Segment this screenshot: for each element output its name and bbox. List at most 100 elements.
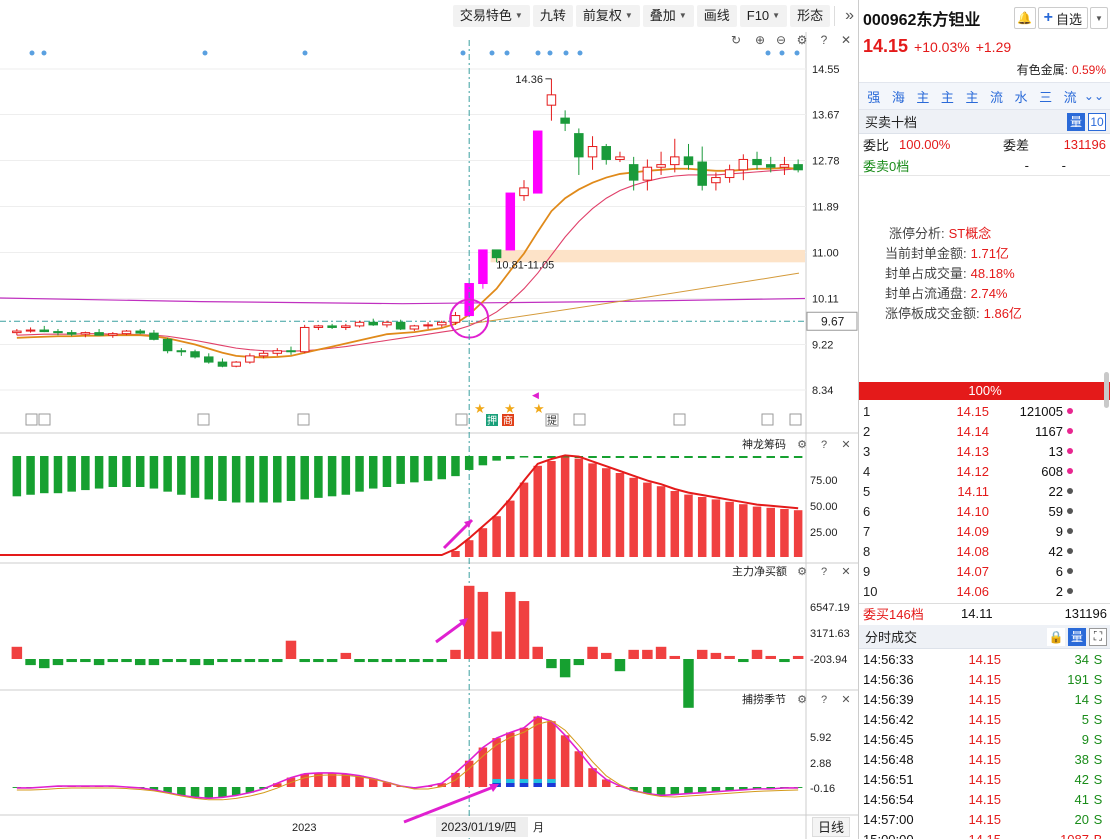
indicator2-bar-red [669, 655, 681, 659]
bid-row[interactable]: 9 14.07 6 [859, 561, 1110, 581]
bid-volume: 608 [1041, 463, 1063, 479]
indicator2-bar-green [148, 659, 160, 666]
bid-volume: 42 [1048, 543, 1063, 559]
indicator-tag[interactable]: 海 [891, 89, 905, 105]
indicator1-bar-green [725, 456, 734, 458]
sell-levels-row: 委卖0档 - - [859, 155, 1110, 176]
flag-icon: ◀ [532, 390, 539, 400]
diff-label: 委差 [1002, 138, 1029, 153]
bell-icon[interactable]: 🔔 [1013, 7, 1036, 29]
gear-icon[interactable]: ⚙ [797, 694, 807, 706]
levels-toggle[interactable]: 10 [1088, 112, 1106, 131]
indicator3-bar-green [752, 787, 762, 789]
indicator-tag[interactable]: 强 [867, 89, 881, 105]
trade-price: 14.15 [968, 811, 1001, 827]
period-button[interactable]: 日线 [812, 817, 850, 837]
indicator3-bar-red [506, 732, 515, 787]
indicator-tags: 强海主主主流水三流 ⌄⌄ [859, 82, 1110, 110]
bid-dot-icon [1067, 408, 1073, 414]
candle-body [546, 94, 557, 106]
bid-dot-icon [1067, 588, 1073, 594]
bid-row[interactable]: 1 14.15 121005 [859, 401, 1110, 421]
event-marker [486, 414, 498, 426]
toolbar-button-2[interactable]: 前复权 ▼ [575, 5, 640, 27]
indicator2-bar-green [614, 659, 626, 672]
close-icon[interactable]: ✕ [841, 33, 851, 47]
high-price-label: 14.36 [515, 74, 543, 86]
x-axis-month: 月 [533, 822, 544, 834]
indicator-tag[interactable]: 流 [990, 89, 1004, 105]
bid-dot-icon [1067, 528, 1073, 534]
bid-row[interactable]: 5 14.11 22 [859, 481, 1110, 501]
double-chevron-right-icon[interactable]: » [845, 7, 854, 24]
indicator-tag[interactable]: 主 [965, 89, 979, 105]
chevron-down-icon[interactable]: ▼ [1090, 7, 1108, 29]
refresh-icon[interactable]: ↻ [731, 33, 741, 47]
volume-toggle[interactable]: 量 [1067, 112, 1085, 131]
kline-chart[interactable]: 14.55 13.67 12.78 11.89 11.00 10.11 9.22 8.34 9.… [0, 0, 858, 839]
toolbar-button-3[interactable]: 叠加 ▼ [642, 5, 694, 27]
close-icon[interactable]: ✕ [841, 694, 850, 706]
indicator1-bar-red [451, 551, 460, 557]
indicator-tag[interactable]: 水 [1014, 89, 1028, 105]
zoom-out-icon[interactable]: ⊖ [776, 33, 786, 47]
candle-body [601, 146, 611, 160]
close-icon[interactable]: ✕ [841, 439, 850, 451]
toolbar-button-6[interactable]: 形态 [790, 5, 831, 27]
trade-side: S [1093, 771, 1103, 787]
close-icon[interactable]: ✕ [841, 566, 850, 578]
add-watchlist-button[interactable]: + 自选 [1037, 7, 1088, 29]
toolbar-button-4[interactable]: 画线 [696, 5, 737, 27]
chevron-down-icon: ▼ [624, 11, 633, 20]
indicator3-bar-red [368, 778, 378, 787]
bid-row[interactable]: 3 14.13 13 [859, 441, 1110, 461]
gear-icon[interactable]: ⚙ [797, 33, 808, 47]
indicator2-bar-green [381, 659, 393, 663]
trade-volume: 191 [1067, 671, 1089, 687]
indicator2-bar-green [134, 659, 146, 666]
indicator-tag[interactable]: 主 [916, 89, 930, 105]
bid-price: 14.06 [956, 583, 989, 599]
trade-side: S [1093, 791, 1103, 807]
trade-row: 14:56:33 14.15 34 S [859, 649, 1110, 669]
lock-icon[interactable]: 🔒 [1047, 627, 1065, 646]
ma-purple-line [0, 297, 806, 305]
trade-time: 14:56:54 [863, 791, 914, 807]
bid-row[interactable]: 6 14.10 59 [859, 501, 1110, 521]
gear-icon[interactable]: ⚙ [797, 566, 807, 578]
indicator1-bar-green [204, 456, 213, 500]
expand-tags-icon[interactable]: ⌄⌄ [1083, 89, 1105, 103]
bid-row[interactable]: 10 14.06 2 [859, 581, 1110, 601]
expand-icon[interactable]: ⛶ [1089, 627, 1107, 646]
help-icon[interactable]: ? [821, 694, 827, 706]
bid-dot-icon [1067, 568, 1073, 574]
toolbar-button-0[interactable]: 交易特色 ▼ [452, 5, 530, 27]
trades-volume-toggle[interactable]: 量 [1068, 627, 1086, 646]
help-icon[interactable]: ? [821, 439, 827, 451]
zoom-in-icon[interactable]: ⊕ [755, 33, 765, 47]
signal-dot [489, 50, 495, 56]
toolbar-button-1[interactable]: 九转 [532, 5, 573, 27]
candle-body [80, 332, 91, 335]
indicator2-bar-red [450, 649, 461, 659]
indicator-tag[interactable]: 三 [1039, 89, 1053, 105]
indicator-tag[interactable]: 流 [1063, 89, 1077, 105]
indicator2-bar-green [559, 659, 571, 678]
indicator3-axis-label: 2.88 [810, 758, 831, 770]
gear-icon[interactable]: ⚙ [797, 439, 807, 451]
help-icon[interactable]: ? [821, 33, 828, 47]
bid-row[interactable]: 4 14.12 608 [859, 461, 1110, 481]
indicator2-bar-green [422, 659, 434, 663]
toolbar-button-5[interactable]: F10 ▼ [739, 5, 788, 27]
indicator-tag[interactable]: 主 [940, 89, 954, 105]
bid-row[interactable]: 7 14.09 9 [859, 521, 1110, 541]
chevron-down-icon: ▼ [514, 11, 523, 20]
help-icon[interactable]: ? [821, 566, 827, 578]
bid-row[interactable]: 2 14.14 1167 [859, 421, 1110, 441]
indicator1-bar-green [177, 456, 186, 495]
bid-row[interactable]: 8 14.08 42 [859, 541, 1110, 561]
toolbar-button-label: 画线 [703, 8, 730, 23]
scrollbar[interactable] [1104, 372, 1109, 408]
limit-up-row-value: 48.18% [970, 266, 1015, 281]
candle-body [628, 164, 639, 181]
